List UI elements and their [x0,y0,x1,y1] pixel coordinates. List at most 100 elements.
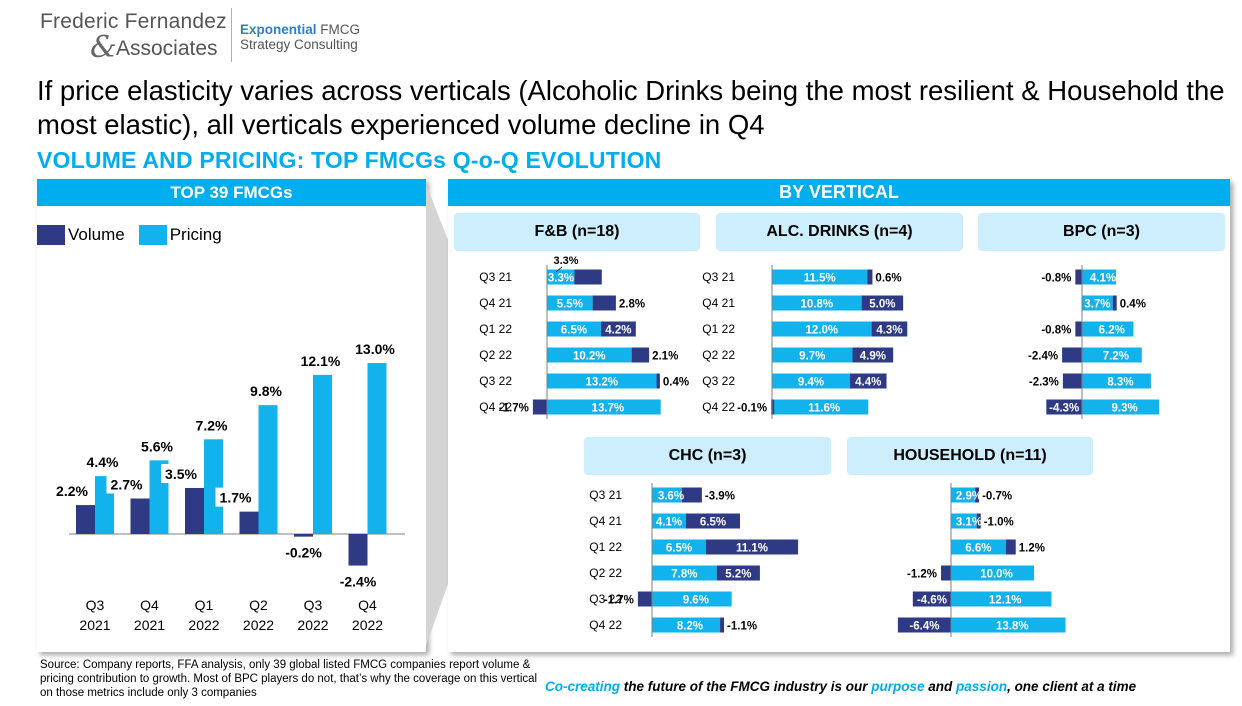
volume-bar [1075,321,1082,337]
volume-bar [861,295,904,311]
pricing-bar [951,617,1066,633]
legend-swatch-volume [37,225,65,245]
volume-bar [1112,295,1117,311]
x-tick-label: 2021 [79,617,110,633]
volume-bar [941,565,951,581]
volume-data-label: -2.4% [340,574,377,590]
category-label: Q4 21 [479,296,512,310]
volume-data-label: 2.7% [111,476,143,492]
volume-bar [1046,399,1082,415]
pricing-bar [547,373,657,389]
volume-data-label: 4.9% [860,351,886,363]
volume-bar [720,617,725,633]
pricing-data-label: 7.8% [671,569,697,581]
pricing-bar [1082,373,1151,389]
pricing-data-label: 11.5% [804,273,836,285]
volume-data-label: 4.3% [876,325,902,337]
volume-bar [975,487,980,503]
x-tick-label: 2022 [297,617,328,633]
pricing-data-label: 3.3% [548,273,574,285]
logo-associates: Associates [116,37,218,60]
volume-data-label: -3.9% [705,491,735,503]
legend-item-volume: Volume [37,225,125,245]
pricing-data-label: 4.4% [87,454,119,470]
volume-data-label: 2.8% [619,299,645,311]
pricing-data-label: 8.2% [677,621,703,633]
x-tick-label: Q3 [86,597,105,613]
pricing-bar [547,321,601,337]
volume-bar [574,269,602,285]
volume-bar [686,513,740,529]
volume-bar [1075,269,1082,285]
right-chart-panel: BY VERTICAL F&B (n=18) ALC. DRINKS (n=4)… [448,179,1230,652]
pricing-data-label: 10.8% [801,299,834,311]
volume-bar [637,591,652,607]
pricing-data-label: 6.2% [1099,325,1125,337]
pricing-bar [313,374,332,534]
volume-data-label: -0.8% [1041,273,1071,285]
volume-data-label: 6.5% [700,517,726,529]
pricing-data-label: 13.8% [996,621,1029,633]
volume-label-bg [106,474,147,494]
volume-data-label: -0.2% [285,545,322,561]
volume-data-label: -1.0% [984,517,1014,529]
volume-data-label: -1.7% [499,403,529,415]
volume-bar [897,617,951,633]
category-label: Q3 22 [589,592,622,606]
category-label: Q3 22 [702,374,735,388]
category-label: Q3 21 [479,270,512,284]
volume-bar [976,513,981,529]
pricing-data-label: 2.9% [956,491,982,503]
logo-ampersand: & [90,30,117,65]
volume-bar [130,498,150,534]
volume-bar [771,399,775,415]
pricing-data-label: 4.1% [1090,273,1116,285]
pricing-data-label: 5.6% [141,438,173,454]
volume-data-label: 5.2% [725,569,751,581]
pricing-data-label: 3.7% [1084,299,1110,311]
pricing-bar [951,539,1006,555]
pricing-bar [258,405,278,534]
volume-data-label: 1.7% [220,490,252,506]
volume-bar [1005,539,1016,555]
chart-legend: Volume Pricing [37,225,228,245]
logo-tagline-1: Exponential FMCG [240,22,360,37]
logo-tag-bold: Exponential [240,22,317,37]
category-label: Q4 22 [589,618,622,632]
volume-data-label: 3.5% [165,466,197,482]
volume-data-label: 1.2% [1019,543,1045,555]
volume-data-label: 2.1% [652,351,678,363]
pricing-bar [652,591,732,607]
category-label: Q2 22 [479,348,512,362]
volume-bar [681,487,702,503]
volume-data-label: -0.1% [737,403,767,415]
volume-bar [705,539,799,555]
x-tick-label: Q2 [249,597,268,613]
volume-bar [656,373,660,389]
pricing-bar [1082,399,1160,415]
pricing-bar [547,269,575,285]
pricing-data-label: 9.6% [683,595,709,607]
pricing-data-label: 13.7% [592,403,625,415]
pricing-bar [951,591,1052,607]
pricing-bar [547,399,661,415]
volume-data-label: -1.2% [907,569,937,581]
pricing-bar [1082,321,1134,337]
company-logo: Frederic Fernandez & Associates Exponent… [40,8,380,65]
vertical-title-bpc: BPC (n=3) [978,213,1225,251]
volume-data-label: -6.4% [909,621,939,633]
volume-label-bg [161,463,201,483]
x-tick-label: Q1 [195,597,214,613]
volume-bar [850,373,887,389]
volume-bar [348,534,368,566]
category-label: Q3 21 [589,488,622,502]
tagline-purpose: purpose [871,679,925,694]
volume-data-label: 4.4% [855,377,881,389]
volume-data-label: 0.6% [875,273,901,285]
volume-bar [532,399,547,415]
page-subheading: VOLUME AND PRICING: TOP FMCGs Q-o-Q EVOL… [37,147,662,173]
top39-column-chart: 2.2% 4.4% Q3 2021 2.7% 5.6% Q4 2021 3.5% 7.2% Q1 20… [52,341,405,633]
volume-bar [871,321,908,337]
volume-bar [912,591,951,607]
logo-tagline-2: Strategy Consulting [240,37,358,52]
